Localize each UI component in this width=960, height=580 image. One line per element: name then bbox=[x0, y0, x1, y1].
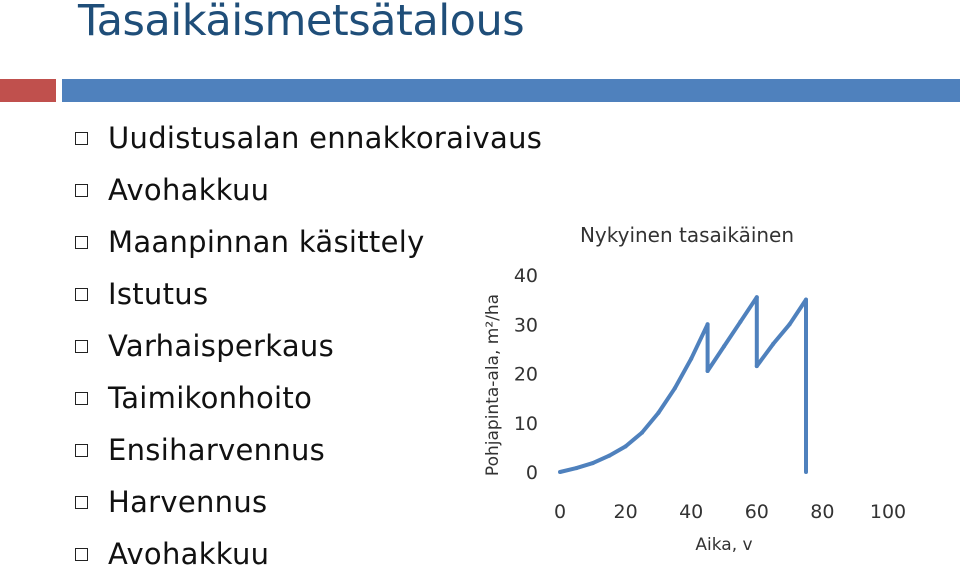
slide-title: Tasaikäismetsätalous bbox=[78, 0, 525, 46]
hollow-square-icon bbox=[75, 131, 88, 145]
chart-data-point bbox=[558, 470, 562, 474]
chart-data-point bbox=[722, 344, 726, 349]
chart-y-ticks: 0 10 20 30 40 bbox=[514, 265, 538, 484]
chart-data-point bbox=[623, 444, 628, 449]
chart-data-point bbox=[804, 297, 808, 302]
chart-points bbox=[558, 295, 808, 474]
chart-data-point bbox=[754, 295, 759, 300]
bullet-item: Avohakkuu bbox=[75, 164, 542, 216]
chart-data-point bbox=[689, 356, 694, 361]
bullet-text: Maanpinnan käsittely bbox=[108, 225, 425, 259]
bullet-text: Harvennus bbox=[108, 485, 268, 519]
x-tick-label: 0 bbox=[554, 501, 566, 523]
chart-series-line bbox=[559, 295, 808, 474]
chart-y-axis-label: Pohjapinta-ala, m²/ha bbox=[483, 294, 503, 476]
chart-data-point bbox=[804, 470, 808, 474]
chart-data-point bbox=[705, 322, 710, 327]
hollow-square-icon bbox=[75, 235, 88, 249]
y-tick-label: 10 bbox=[514, 413, 538, 435]
bullet-item: Varhaisperkaus bbox=[75, 320, 542, 372]
bullet-item: Istutus bbox=[75, 268, 542, 320]
y-tick-label: 0 bbox=[526, 462, 538, 484]
x-tick-label: 80 bbox=[810, 501, 834, 523]
bullet-text: Taimikonhoito bbox=[108, 381, 313, 415]
chart-data-point bbox=[574, 466, 579, 471]
chart-data-point bbox=[672, 386, 677, 391]
hollow-square-icon bbox=[75, 183, 88, 197]
title-accent-bar-blue bbox=[62, 79, 960, 102]
chart-title: Nykyinen tasaikäinen bbox=[580, 223, 794, 247]
x-tick-label: 100 bbox=[870, 501, 906, 523]
chart-data-point bbox=[754, 364, 759, 369]
y-tick-label: 20 bbox=[514, 364, 538, 386]
chart-data-point bbox=[705, 369, 710, 373]
basal-area-chart: Nykyinen tasaikäinen Pohjapinta-ala, m²/… bbox=[483, 223, 906, 555]
chart-x-ticks: 0 20 40 60 80 100 bbox=[554, 501, 906, 523]
hollow-square-icon bbox=[75, 495, 88, 509]
hollow-square-icon bbox=[75, 391, 88, 405]
bullet-text: Varhaisperkaus bbox=[108, 329, 335, 363]
x-tick-label: 40 bbox=[679, 501, 703, 523]
chart-data-point bbox=[640, 430, 644, 435]
bullet-text: Avohakkuu bbox=[108, 173, 270, 207]
x-tick-label: 60 bbox=[745, 501, 769, 523]
hollow-square-icon bbox=[75, 287, 88, 301]
chart-data-point bbox=[738, 319, 743, 324]
chart-data-point bbox=[607, 453, 612, 458]
hollow-square-icon bbox=[75, 443, 88, 457]
bullet-item: Harvennus bbox=[75, 476, 542, 528]
bullet-text: Avohakkuu bbox=[108, 537, 270, 571]
bullet-text: Ensiharvennus bbox=[108, 433, 326, 467]
chart-data-point bbox=[656, 410, 661, 415]
x-tick-label: 20 bbox=[614, 501, 638, 523]
bullet-item: Maanpinnan käsittely bbox=[75, 216, 542, 268]
bullet-text: Istutus bbox=[108, 277, 209, 311]
bullet-item: Taimikonhoito bbox=[75, 372, 542, 424]
y-tick-label: 40 bbox=[514, 265, 538, 287]
chart-data-point bbox=[771, 341, 776, 346]
chart-data-point bbox=[787, 322, 792, 327]
y-tick-label: 30 bbox=[514, 314, 538, 336]
chart-x-axis-label: Aika, v bbox=[695, 535, 752, 555]
bullet-item: Uudistusalan ennakkoraivaus bbox=[75, 112, 542, 164]
bullet-text: Uudistusalan ennakkoraivaus bbox=[108, 121, 543, 155]
hollow-square-icon bbox=[75, 339, 88, 353]
chart-data-point bbox=[590, 461, 595, 466]
bullet-item: Ensiharvennus bbox=[75, 424, 542, 476]
title-accent-bar-red bbox=[0, 79, 56, 102]
